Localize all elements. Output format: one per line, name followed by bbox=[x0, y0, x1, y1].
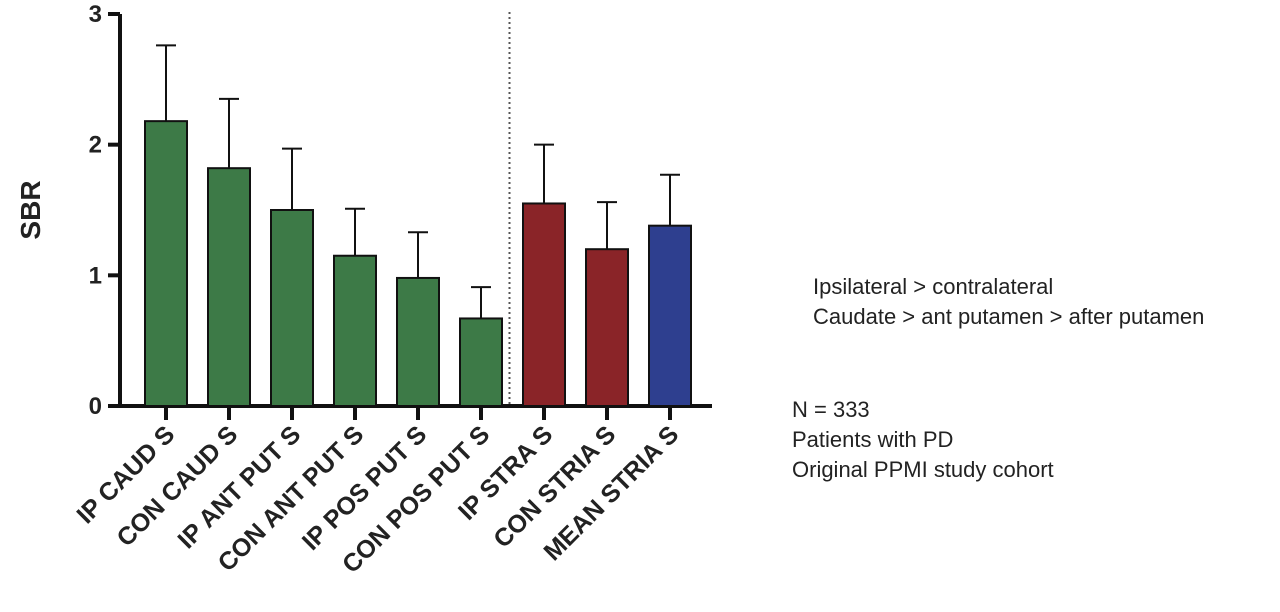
bar bbox=[333, 254, 377, 407]
bar bbox=[585, 248, 629, 407]
y-axis-title: SBR bbox=[15, 180, 46, 239]
comparison-notes: Ipsilateral > contralateral Caudate > an… bbox=[813, 272, 1204, 332]
error-bars bbox=[156, 44, 680, 319]
cohort-note-n: N = 333 bbox=[792, 397, 870, 422]
cohort-note-study: Original PPMI study cohort bbox=[792, 457, 1054, 482]
comparison-note-1: Ipsilateral > contralateral bbox=[813, 274, 1054, 299]
y-tick-label: 0 bbox=[89, 393, 102, 420]
bar bbox=[396, 276, 440, 407]
bar bbox=[270, 209, 314, 407]
bar bbox=[648, 224, 692, 407]
y-tick-label: 3 bbox=[89, 1, 102, 28]
y-tick-label: 2 bbox=[89, 132, 102, 159]
cohort-note-patients: Patients with PD bbox=[792, 427, 954, 452]
comparison-note-2: Caudate > ant putamen > after putamen bbox=[813, 304, 1205, 329]
bar bbox=[459, 317, 503, 408]
bars bbox=[144, 120, 692, 408]
bar bbox=[522, 202, 566, 407]
bar bbox=[144, 120, 188, 407]
cohort-notes: N = 333 Patients with PD Original PPMI s… bbox=[792, 395, 1054, 485]
bar bbox=[207, 167, 251, 407]
y-tick-label: 1 bbox=[89, 262, 102, 289]
